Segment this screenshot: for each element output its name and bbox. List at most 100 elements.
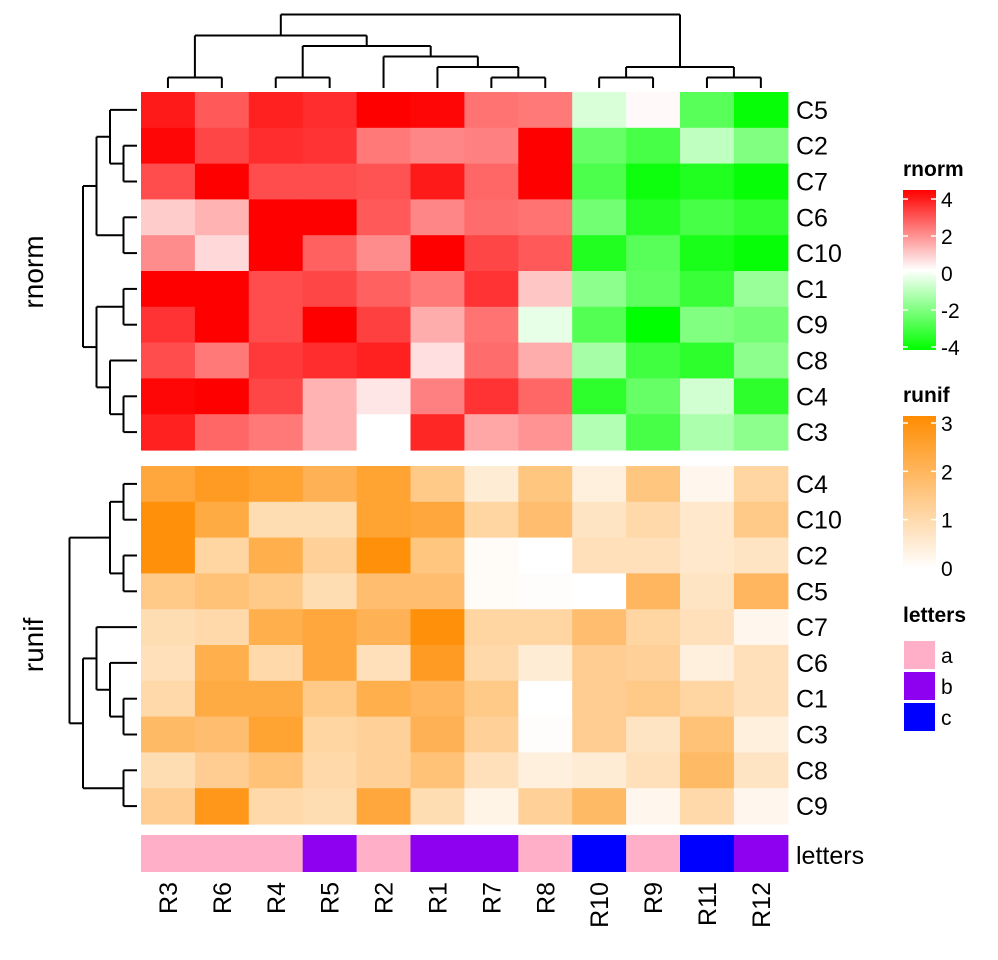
column-label-R12: R12	[748, 882, 776, 928]
letters-legend-swatch-a	[904, 641, 935, 669]
rnorm-legend-colorbar	[903, 190, 936, 350]
rnorm-cell-C3-R8	[518, 414, 573, 451]
rnorm-cell-C5-R4	[248, 92, 304, 129]
rnorm-cell-C2-R9	[626, 127, 681, 165]
runif-cell-C1-R3	[141, 680, 196, 718]
rnorm-cell-C9-R3	[141, 306, 196, 344]
rnorm-cell-C1-R9	[626, 271, 681, 308]
rnorm-cell-C2-R3	[141, 127, 196, 165]
rnorm-cell-C4-R10	[572, 378, 627, 415]
rnorm-cell-C10-R1	[410, 235, 465, 272]
rnorm-cell-C1-R2	[356, 271, 412, 308]
rnorm-row-label-C6: C6	[796, 204, 828, 232]
runif-cell-C6-R11	[680, 645, 735, 682]
rnorm-cell-C3-R1	[410, 414, 465, 451]
runif-cell-C4-R9	[626, 466, 681, 503]
runif-cell-C6-R7	[464, 645, 519, 682]
runif-cell-C4-R1	[410, 466, 465, 503]
runif-cell-C6-R10	[572, 645, 627, 682]
runif-cell-C7-R4	[248, 609, 304, 646]
runif-cell-C7-R3	[141, 609, 196, 646]
rnorm-cell-C10-R4	[248, 235, 304, 272]
rnorm-cell-C6-R10	[572, 199, 627, 236]
runif-cell-C1-R6	[194, 680, 250, 718]
runif-cell-C5-R4	[248, 573, 304, 610]
rnorm-cell-C10-R11	[680, 235, 735, 272]
rnorm-cell-C10-R6	[194, 235, 250, 272]
runif-cell-C10-R4	[248, 501, 304, 539]
rnorm-cell-C5-R9	[626, 92, 681, 129]
runif-cell-C1-R2	[356, 680, 412, 718]
runif-cell-C8-R3	[141, 752, 196, 789]
runif-cell-C1-R1	[410, 680, 465, 718]
rnorm-cell-C9-R1	[410, 306, 465, 344]
column-dendrogram	[166, 13, 762, 88]
rnorm-cell-C3-R12	[733, 414, 789, 451]
rnorm-cell-C10-R5	[302, 235, 358, 272]
runif-cell-C5-R5	[302, 573, 358, 610]
runif-cell-C7-R2	[356, 609, 412, 646]
runif-cell-C3-R9	[626, 716, 681, 753]
runif-row-label-C10: C10	[796, 507, 842, 535]
letters-legend-swatch-b	[904, 672, 935, 700]
rnorm-row-label-C3: C3	[796, 419, 828, 447]
rnorm-cell-C2-R8	[518, 127, 573, 165]
letters-legend-swatch-c	[904, 703, 935, 731]
runif-cell-C5-R2	[356, 573, 412, 610]
rnorm-cell-C8-R7	[464, 342, 519, 379]
rnorm-cell-C8-R1	[410, 342, 465, 379]
rnorm-cell-C7-R5	[302, 163, 358, 200]
runif-cell-C1-R5	[302, 680, 358, 718]
rnorm-cell-C4-R1	[410, 378, 465, 415]
runif-row-label-C9: C9	[796, 793, 828, 821]
runif-cell-C1-R7	[464, 680, 519, 718]
rnorm-cell-C3-R10	[572, 414, 627, 451]
runif-legend-tick-label: 3	[941, 413, 953, 436]
rnorm-cell-C1-R11	[680, 271, 735, 308]
rnorm-cell-C1-R12	[733, 271, 789, 308]
rnorm-cell-C6-R6	[194, 199, 250, 236]
column-label-R10: R10	[586, 882, 614, 928]
letters-legend-label-b: b	[941, 676, 953, 699]
letters-annotation-cell-R1	[410, 835, 465, 872]
rnorm-cell-C5-R7	[464, 92, 519, 129]
letters-annotation-label: letters	[796, 842, 864, 870]
rnorm-cell-C7-R3	[141, 163, 196, 200]
runif-cell-C1-R11	[680, 680, 735, 718]
letters-annotation-cell-R4	[248, 835, 304, 872]
rnorm-cell-C5-R12	[733, 92, 789, 129]
rnorm-cell-C2-R4	[248, 127, 304, 165]
runif-cell-C3-R8	[518, 716, 573, 753]
letters-legend-label-a: a	[941, 645, 953, 668]
rnorm-cell-C9-R9	[626, 306, 681, 344]
runif-cell-C3-R1	[410, 716, 465, 753]
runif-cell-C10-R12	[733, 501, 789, 539]
letters-legend: letters abc	[903, 604, 966, 731]
runif-row-label-C4: C4	[796, 471, 828, 499]
runif-cell-C8-R11	[680, 752, 735, 789]
runif-cell-C9-R6	[194, 788, 250, 825]
rnorm-cell-C10-R9	[626, 235, 681, 272]
rnorm-cell-C10-R10	[572, 235, 627, 272]
rnorm-cell-C9-R12	[733, 306, 789, 344]
rnorm-cell-C5-R6	[194, 92, 250, 129]
rnorm-cell-C7-R11	[680, 163, 735, 200]
rnorm-cell-C9-R10	[572, 306, 627, 344]
rnorm-cell-C6-R11	[680, 199, 735, 236]
rnorm-cell-C5-R5	[302, 92, 358, 129]
runif-cell-C10-R3	[141, 501, 196, 539]
rnorm-cell-C10-R12	[733, 235, 789, 272]
runif-row-label-C3: C3	[796, 722, 828, 750]
rnorm-cell-C2-R5	[302, 127, 358, 165]
runif-row-label-C7: C7	[796, 614, 828, 642]
rnorm-heatmap-body	[141, 92, 789, 451]
runif-legend-tick-label: 1	[941, 510, 953, 533]
runif-cell-C10-R9	[626, 501, 681, 539]
runif-cell-C8-R9	[626, 752, 681, 789]
column-label-R4: R4	[263, 882, 291, 914]
rnorm-cell-C5-R8	[518, 92, 573, 129]
runif-cell-C10-R8	[518, 501, 573, 539]
runif-cell-C10-R5	[302, 501, 358, 539]
runif-row-label-C1: C1	[796, 686, 828, 714]
rnorm-row-title: rnorm	[18, 235, 49, 308]
